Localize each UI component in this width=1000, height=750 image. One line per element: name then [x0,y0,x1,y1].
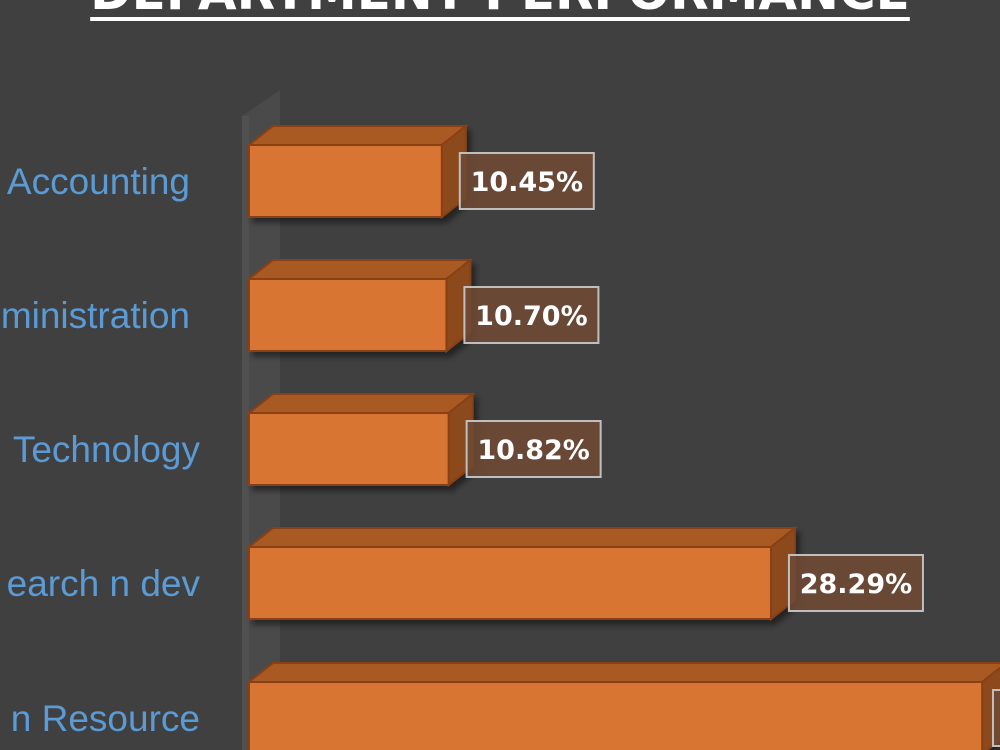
data-label-1: 10.45% [458,152,595,210]
bars [246,123,1000,750]
bar-4 [246,525,798,622]
bar-front-face [248,412,450,486]
bar-front-face [248,144,443,218]
bar-1 [246,123,469,220]
bar-front-face [248,546,772,620]
data-label-text: 28.29% [800,569,912,600]
bar-top-face [246,259,474,280]
bar-5 [246,662,1000,750]
data-label-box-cropped [992,689,1000,747]
bar-top-face [246,527,798,548]
category-label: ministration [1,295,190,336]
category-label: n Resource [11,698,200,739]
category-label: Technology [13,429,201,470]
data-labels: 10.45% 10.70% 10.82% 28.29% [458,152,1000,747]
bar-front-face [248,681,984,750]
bar-2 [246,257,474,354]
category-label: Accounting [7,161,190,202]
category-label: earch n dev [7,563,201,604]
data-label-2: 10.70% [463,286,600,344]
data-label-box [465,420,602,478]
axis-wall-front [242,116,249,750]
data-label-box [463,286,600,344]
data-label-text: 10.82% [477,435,589,466]
data-label-text: 10.45% [471,167,583,198]
bar-top-face [246,662,1000,683]
chart-title: DEPARTMENT PERFORMANCE [50,0,950,20]
bar-top-face [246,125,469,146]
data-label-4: 28.29% [787,554,924,612]
data-label-3: 10.82% [465,420,602,478]
category-labels: Accounting ministration Technology earch n … [1,161,201,739]
bar-3 [246,391,476,488]
bar-front-face [248,278,448,352]
data-label-box [787,554,924,612]
data-label-text: 10.70% [475,301,587,332]
data-label-box [458,152,595,210]
bar-top-face [246,393,476,414]
